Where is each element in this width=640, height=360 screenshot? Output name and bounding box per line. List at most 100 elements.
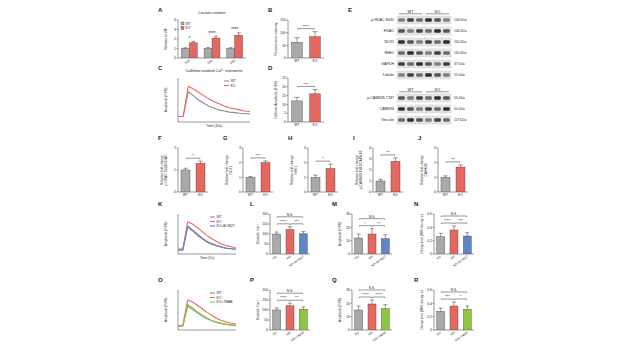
error-bar-cap [301,231,305,232]
y-tick-label: 0 [284,120,286,124]
bar [463,236,471,254]
x-tick-label: KO [263,193,268,197]
bar [456,167,465,192]
lane-underline [399,13,422,14]
error-bar [288,303,292,306]
legend-line [210,297,215,298]
y-tick-label: 1 [304,176,306,180]
x-axis [178,122,250,123]
error-bar [229,47,233,49]
x-tick-label: WT [183,193,188,197]
y-tick [307,177,309,178]
blot-strip [397,116,451,124]
error-bar-cap [465,232,469,233]
bracket [302,217,303,218]
error-bar-stem [395,158,396,161]
y-tick-label: 0 [174,56,176,60]
panel-letter: L [250,201,254,207]
error-bar [313,175,318,177]
bar [368,304,376,330]
y-tick [433,254,435,255]
error-bar-stem [454,226,455,230]
y-tick-label: 2 [304,161,306,165]
significance: **** [231,27,238,32]
y-tick [372,170,374,171]
bar [235,35,243,58]
significance: *** [304,82,309,87]
panel-letter: I [353,135,355,141]
y-tick-label: 30 [346,288,350,292]
y-tick-label: 2 [239,161,241,165]
error-bar-cap [465,306,469,307]
y-tick [287,20,289,21]
y-tick-label: 100 [262,308,268,312]
blot-band [425,107,432,110]
bar [261,163,270,192]
significance: * [322,156,324,161]
x-axis-label: Time (1s) [200,256,214,260]
error-bar [183,168,188,170]
blot-band [407,40,414,43]
marks [178,222,236,250]
error-bar [312,89,317,93]
error-bar-stem [372,229,373,234]
blot-strip [397,105,451,113]
bar-panel: BFluorescence intensity050100150WTKO**** [268,7,324,63]
error-bar [214,36,218,38]
significance: * [460,294,462,299]
blot-band [434,29,441,32]
error-bar [452,226,456,230]
y-axis-label: Diastolic Ca²⁺ [256,300,260,321]
y-tick-label: 50 [282,44,286,48]
bracket [384,297,385,298]
y-tick [433,290,435,291]
y-tick [269,300,271,301]
y-tick [437,192,439,193]
x-tick-label: KO [393,193,398,197]
bar [441,177,450,192]
lane-label: WT [408,10,415,14]
y-tick-label: 4 [174,18,176,22]
y-tick [287,113,289,114]
y-tick-label: 0.2 [427,239,432,243]
y-axis [352,214,353,254]
legend-label: WT [231,79,236,83]
lane-label: KO [435,10,441,14]
error-bar-cap [439,233,443,234]
x-tick-label: KO [328,193,333,197]
x-tick-label: KO [313,123,318,127]
marks [273,303,308,330]
blot-band [407,29,414,32]
error-bar-cap [275,232,279,233]
error-bar-cap [206,47,210,48]
y-axis-label: Fluorescence intensity [274,22,278,55]
y-tick [437,162,439,163]
y-tick [242,177,244,178]
significance: ** [377,221,381,226]
blot-band [407,18,414,21]
y-axis-label: p-HDAC S632/HDAC [164,154,168,186]
error-bar [378,179,383,181]
blot-strip [397,27,451,35]
error-bar [275,232,279,234]
y-axis [178,20,179,58]
blot-band [434,107,441,110]
y-axis [270,290,271,330]
error-bar-stem [440,233,441,236]
error-bar-cap [370,228,374,229]
x-tick-label: KO [450,330,456,336]
y-axis-label: NHE1 [294,165,298,174]
significance: **** [375,292,382,297]
x-tick-label: WT [294,59,299,63]
blot-band [398,107,405,110]
marks [441,165,465,192]
error-bar-stem [276,308,277,310]
marks [292,89,321,122]
blot-band [407,96,414,99]
protein-label: p-CAMKIIδ T287 [367,96,394,100]
blot-band [443,29,450,32]
x-tick-label: WT [443,193,448,197]
marks [273,227,308,254]
y-tick-label: 20 [282,85,286,89]
significance: * [188,36,190,41]
